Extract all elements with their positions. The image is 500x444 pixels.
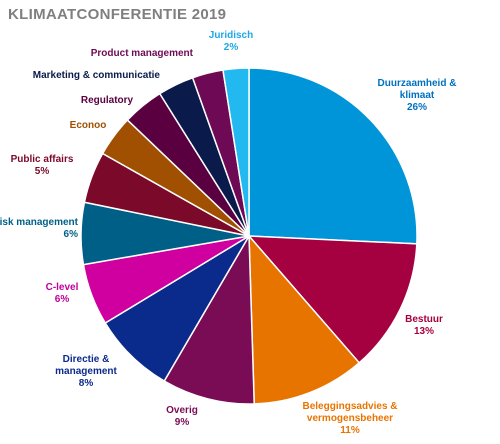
slice-name-label: Beleggingsadvies &: [302, 401, 397, 412]
slice-label: Directie & management 8%: [55, 354, 117, 389]
slice-name-label: Juridisch: [209, 30, 253, 41]
chart-title: KLIMAATCONFERENTIE 2019: [8, 6, 227, 23]
slice-value-label: 5%: [35, 166, 50, 177]
slice-name-label: Duurzaamheid &: [378, 78, 457, 89]
slice-label: Risk management 6%: [0, 217, 79, 240]
slice-name-label: Risk management: [0, 217, 79, 228]
slice-label: Juridisch 2%: [209, 30, 253, 53]
pie-slice: [248, 67, 418, 245]
slice-label: Econoo: [70, 120, 107, 131]
slice-name-label: Econoo: [70, 120, 107, 131]
slice-name-label: Regulatory: [81, 95, 134, 106]
slice-label: Overig 9%: [166, 405, 198, 428]
slice-value-label: 9%: [175, 417, 190, 428]
slice-value-label: 13%: [414, 326, 434, 337]
slice-label: Product management: [91, 48, 194, 59]
slice-value-label: 6%: [64, 229, 79, 240]
pie-slice: [222, 67, 250, 237]
slice-label: Bestuur 13%: [405, 314, 443, 337]
slice-label: Beleggingsadvies & vermogensbeheer 11%: [302, 401, 397, 436]
pie-slice: [248, 233, 361, 405]
slice-value-label: 6%: [55, 294, 70, 305]
slice-name-label: Bestuur: [405, 314, 443, 325]
slice-value-label: 2%: [224, 42, 239, 53]
slice-value-label: 26%: [407, 102, 427, 113]
slice-name-label: Public affairs: [11, 154, 74, 165]
pie-slice: [163, 233, 255, 405]
slice-value-label: 8%: [79, 378, 94, 389]
slice-label: Public affairs 5%: [11, 154, 74, 177]
pie-slice: [247, 235, 418, 364]
slice-label: Marketing & communicatie: [33, 70, 161, 81]
slice-label: Duurzaamheid & klimaat 26%: [378, 78, 457, 113]
slice-name-label: Marketing & communicatie: [33, 70, 161, 81]
slice-name-label: klimaat: [400, 90, 435, 101]
slice-name-label: management: [55, 366, 117, 377]
slice-label: C-level 6%: [46, 282, 79, 305]
slice-name-label: Overig: [166, 405, 198, 416]
slice-name-label: vermogensbeheer: [307, 413, 393, 424]
slice-name-label: C-level: [46, 282, 79, 293]
slice-name-label: Directie &: [63, 354, 110, 365]
slice-value-label: 11%: [340, 425, 360, 436]
slice-label: Regulatory: [81, 95, 134, 106]
slice-name-label: Product management: [91, 48, 194, 59]
